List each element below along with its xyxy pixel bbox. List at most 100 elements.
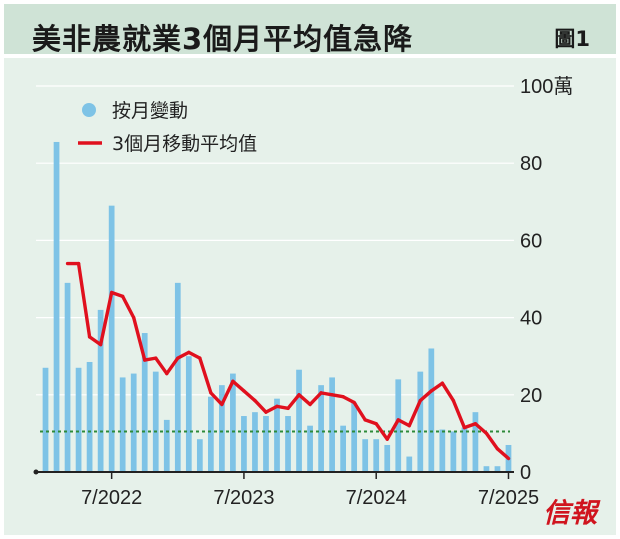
moving-average-segment bbox=[220, 379, 235, 407]
bar bbox=[450, 431, 457, 472]
bar bbox=[285, 416, 291, 472]
bar bbox=[64, 282, 71, 472]
bar bbox=[362, 439, 369, 472]
bar bbox=[406, 456, 413, 472]
moving-average-segment bbox=[231, 379, 246, 393]
x-axis-origin-dot bbox=[33, 469, 39, 475]
moving-average-series bbox=[65, 261, 511, 461]
legend-dot-icon bbox=[82, 103, 96, 117]
bar bbox=[329, 377, 335, 472]
x-tick-label: 7/2023 bbox=[213, 487, 274, 509]
bar bbox=[119, 377, 126, 472]
bar bbox=[75, 367, 82, 472]
moving-average-segment bbox=[176, 350, 191, 360]
y-tick-label: 100萬 bbox=[520, 75, 573, 98]
moving-average-segment bbox=[198, 356, 213, 395]
moving-average-segment bbox=[407, 398, 423, 428]
bar bbox=[340, 425, 347, 472]
chart-svg: 0 20 40 60 80 100萬 7/2022 7/2023 7/2024 7/2025 按月… bbox=[33, 75, 573, 509]
moving-average-segment bbox=[109, 290, 125, 299]
bar bbox=[428, 348, 435, 472]
figure-label: 圖1 bbox=[554, 27, 590, 51]
moving-average-segment bbox=[253, 398, 268, 414]
bar bbox=[185, 356, 192, 472]
bar bbox=[395, 379, 402, 472]
moving-average-segment bbox=[264, 404, 279, 414]
publisher-logo: 信報 bbox=[543, 498, 597, 529]
bar bbox=[42, 367, 49, 472]
bar bbox=[108, 205, 115, 472]
x-tick-label: 7/2022 bbox=[81, 487, 142, 509]
bar bbox=[472, 412, 479, 472]
moving-average-segment bbox=[308, 391, 323, 407]
moving-average-segment bbox=[242, 389, 257, 403]
bar bbox=[230, 373, 236, 472]
bar bbox=[494, 466, 501, 472]
moving-average-segment bbox=[131, 315, 147, 362]
bar bbox=[152, 371, 159, 472]
y-tick-label: 80 bbox=[520, 153, 542, 175]
moving-average-segment bbox=[374, 422, 389, 441]
bar bbox=[461, 427, 468, 472]
bar bbox=[384, 444, 391, 472]
bar bbox=[53, 141, 60, 472]
plot-area: 0 20 40 60 80 100萬 7/2022 7/2023 7/2024 7/2025 按月… bbox=[4, 58, 616, 535]
moving-average-segment bbox=[440, 381, 456, 403]
bar bbox=[274, 398, 280, 472]
bar bbox=[141, 333, 148, 472]
bar bbox=[439, 429, 446, 472]
bar bbox=[163, 419, 170, 472]
axes: 0 20 40 60 80 100萬 7/2022 7/2023 7/2024 7/2025 bbox=[33, 75, 573, 509]
moving-average-segment bbox=[352, 400, 367, 422]
bar bbox=[196, 439, 203, 472]
moving-average-segment bbox=[363, 418, 378, 426]
moving-average-segment bbox=[429, 381, 445, 393]
moving-average-segment bbox=[209, 391, 224, 407]
moving-average-segment bbox=[462, 422, 478, 430]
bar bbox=[252, 412, 258, 472]
bar bbox=[219, 385, 225, 472]
moving-average-segment bbox=[76, 261, 92, 339]
moving-average-segment bbox=[87, 335, 103, 347]
y-tick-label: 20 bbox=[520, 385, 542, 407]
bar bbox=[130, 373, 137, 472]
y-tick-label: 40 bbox=[520, 308, 542, 330]
moving-average-segment bbox=[98, 290, 114, 347]
moving-average-segment bbox=[297, 393, 312, 407]
moving-average-segment bbox=[385, 418, 400, 441]
bar bbox=[86, 361, 93, 472]
moving-average-segment bbox=[451, 398, 467, 430]
bar bbox=[373, 439, 380, 472]
bar bbox=[174, 282, 181, 472]
moving-average-segment bbox=[187, 350, 202, 360]
chart-title: 美非農就業3個月平均值急降 bbox=[32, 22, 414, 56]
bar-series bbox=[42, 141, 512, 472]
moving-average-segment bbox=[154, 356, 169, 376]
moving-average-segment bbox=[120, 294, 136, 320]
moving-average-segment bbox=[319, 391, 334, 397]
bar bbox=[483, 466, 490, 472]
moving-average-segment bbox=[286, 393, 301, 411]
moving-average-segment bbox=[484, 431, 500, 451]
x-tick-label: 7/2025 bbox=[478, 487, 539, 509]
moving-average-segment bbox=[275, 404, 290, 411]
moving-average-segment bbox=[341, 395, 356, 405]
legend: 按月變動 3個月移動平均值 bbox=[78, 100, 257, 155]
bar bbox=[351, 402, 358, 472]
moving-average-segment bbox=[330, 393, 345, 399]
legend-label-moving-average: 3個月移動平均值 bbox=[112, 133, 257, 155]
bar bbox=[263, 416, 269, 472]
bar bbox=[417, 371, 424, 472]
bar bbox=[296, 369, 302, 472]
moving-average-segment bbox=[396, 418, 411, 428]
moving-average-segment bbox=[418, 389, 434, 403]
y-tick-label: 60 bbox=[520, 230, 542, 252]
moving-average-segment bbox=[473, 422, 489, 436]
bar bbox=[97, 309, 104, 472]
bar bbox=[207, 396, 214, 472]
moving-average-segment bbox=[495, 447, 511, 461]
bar bbox=[318, 385, 324, 472]
x-tick-label: 7/2024 bbox=[346, 487, 407, 509]
y-tick-label: 0 bbox=[520, 462, 531, 484]
